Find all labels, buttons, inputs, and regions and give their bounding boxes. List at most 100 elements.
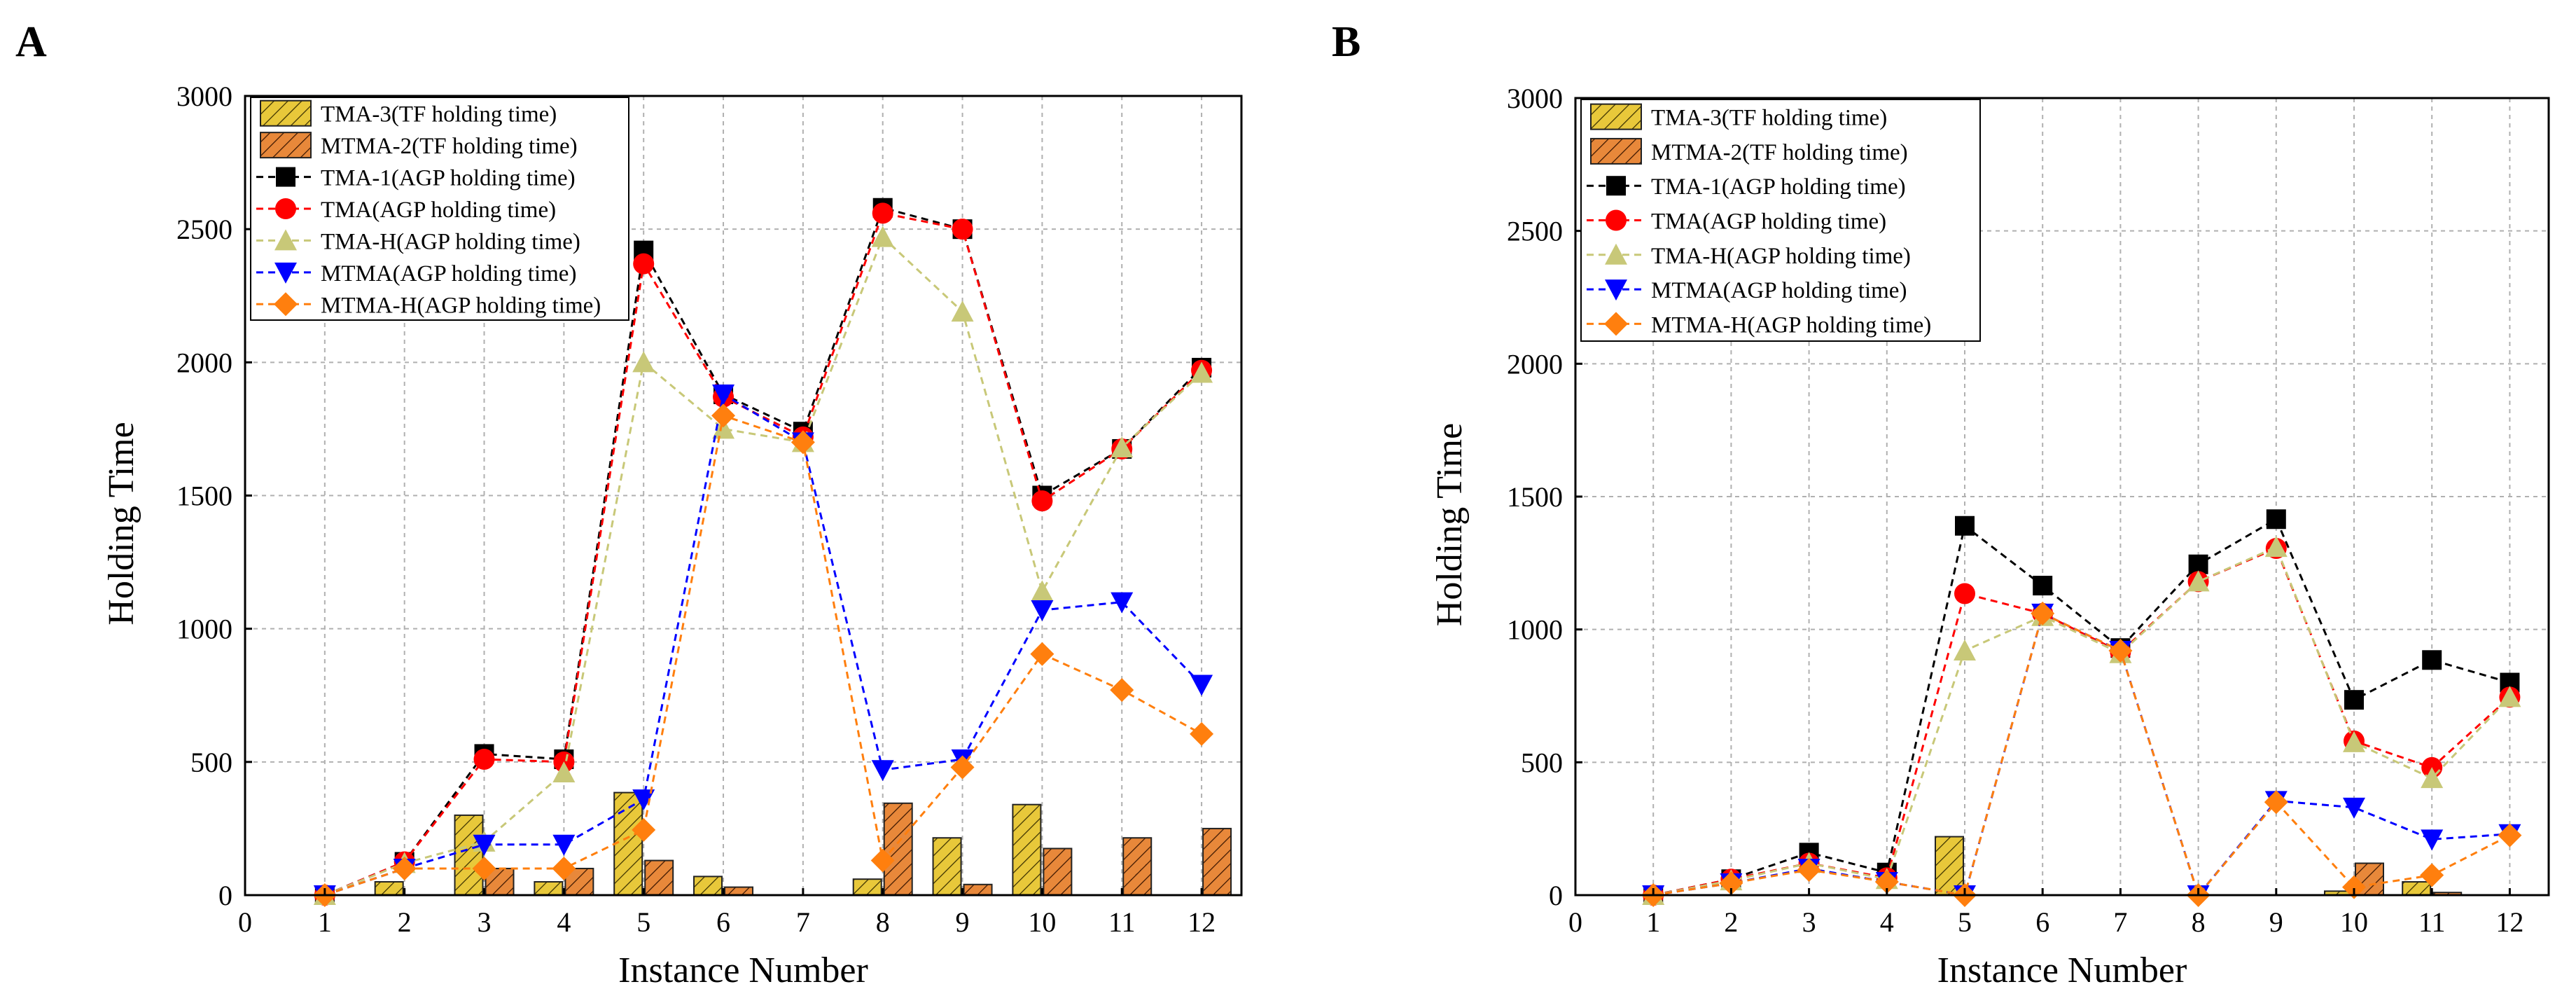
chart-panel-a: A0 1 2 3 4 5 6 7 8 9 10 11 1205001000150020002500300…: [15, 18, 1243, 990]
data-point-3: [1190, 675, 1213, 696]
legend-label: MTMA(AGP holding time): [1651, 278, 1907, 303]
x-tick-label: 9: [2269, 906, 2283, 938]
data-point-4: [2264, 790, 2288, 815]
x-tick-label: 0: [238, 906, 252, 938]
series-line-4: [324, 414, 1202, 897]
x-tick-label: 12: [1188, 906, 1216, 938]
data-point-3: [632, 789, 655, 811]
data-point-4: [392, 856, 417, 880]
data-point-4: [632, 817, 656, 842]
legend-marker: [1604, 312, 1628, 336]
legend-marker: [276, 167, 295, 187]
y-tick-label: 1500: [1507, 481, 1563, 513]
x-tick-label: 11: [2418, 906, 2446, 938]
legend-marker: [1605, 243, 1627, 265]
legend-label: MTMA-H(AGP holding time): [1651, 312, 1931, 338]
legend-swatch-bar: [1590, 137, 1642, 165]
data-point-0: [2422, 650, 2442, 670]
series-line-0: [324, 206, 1203, 897]
data-point-2: [2498, 686, 2521, 707]
x-tick-label: 5: [1958, 906, 1972, 938]
y-tick-label: 3000: [1507, 83, 1563, 114]
y-tick-label: 2000: [1507, 348, 1563, 380]
bar-tma3: [534, 880, 564, 896]
legend-swatch-bar: [260, 99, 312, 127]
y-tick-label: 1500: [176, 480, 232, 512]
data-point-3: [712, 384, 735, 406]
y-axis-label: Holding Time: [1430, 423, 1470, 626]
data-point-2: [2264, 536, 2288, 558]
bar-mtma2: [1122, 837, 1153, 897]
y-axis-label: Holding Time: [102, 422, 141, 625]
data-point-4: [1030, 642, 1054, 666]
x-tick-label: 4: [1880, 906, 1894, 938]
panel-label: B: [1332, 18, 1360, 66]
data-point-1: [1954, 583, 1975, 604]
data-point-0: [2033, 576, 2053, 596]
data-point-2: [2421, 767, 2444, 789]
x-tick-label: 4: [557, 906, 571, 938]
bar-tma3: [1012, 803, 1042, 896]
legend: TMA-3(TF holding time) MTMA-2(TF holding …: [250, 97, 629, 321]
legend-label: MTMA-2(TF holding time): [321, 134, 578, 159]
x-tick-label: 6: [716, 906, 730, 938]
data-point-4: [2342, 875, 2366, 899]
legend-marker: [1606, 209, 1627, 231]
bar-tma3: [2402, 881, 2432, 896]
data-point-3: [552, 834, 576, 856]
data-point-2: [712, 417, 735, 439]
legend-label: TMA-1(AGP holding time): [1651, 174, 1906, 200]
x-tick-label: 11: [1108, 906, 1136, 938]
data-point-4: [2498, 823, 2522, 848]
data-point-2: [1954, 639, 1976, 661]
x-tick-label: 7: [796, 906, 810, 938]
bar-mtma2: [644, 859, 674, 896]
legend-marker: [1605, 279, 1627, 301]
bar-mtma2: [883, 802, 913, 897]
data-point-3: [871, 760, 894, 782]
legend-box: [1580, 99, 1981, 342]
data-point-4: [1719, 871, 1743, 895]
legend-marker: [274, 292, 298, 317]
data-point-4: [2420, 863, 2444, 887]
data-point-3: [2343, 797, 2365, 819]
legend-label: TMA-3(TF holding time): [1651, 106, 1887, 131]
legend-label: TMA(AGP holding time): [1651, 209, 1886, 235]
y-tick-label: 2500: [1507, 216, 1563, 247]
legend-box: [250, 97, 629, 321]
data-point-3: [2421, 829, 2444, 851]
chart-panel-b: B0 1 2 3 4 5 6 7 8 9 10 11 1205001000150020002500300…: [1332, 18, 2550, 990]
y-tick-label: 2500: [176, 214, 232, 245]
data-point-2: [552, 761, 576, 783]
bar-tma3: [374, 880, 404, 896]
x-tick-label: 1: [318, 906, 332, 938]
data-point-3: [473, 834, 496, 856]
data-point-0: [2266, 509, 2286, 530]
bar-mtma2: [1043, 848, 1073, 896]
data-point-4: [1874, 870, 1899, 894]
data-point-2: [871, 226, 894, 247]
series-line-1: [1652, 546, 2511, 897]
bar-tma3: [454, 814, 484, 897]
y-tick-label: 500: [1521, 747, 1563, 778]
panel-label: A: [15, 18, 47, 66]
legend-marker: [274, 229, 297, 251]
y-tick-label: 2000: [176, 347, 232, 378]
legend-label: TMA(AGP holding time): [321, 198, 556, 223]
y-tick-label: 1000: [176, 614, 232, 645]
series-line-3: [1652, 611, 2510, 898]
bar-tma3: [932, 837, 962, 897]
series-line-2: [324, 235, 1203, 897]
x-tick-label: 2: [1724, 906, 1738, 938]
x-tick-label: 10: [2340, 906, 2368, 938]
x-tick-label: 7: [2113, 906, 2127, 938]
bar-mtma2: [1202, 827, 1232, 896]
x-tick-label: 3: [478, 906, 492, 938]
x-tick-label: 8: [2192, 906, 2206, 938]
series-line-2: [1652, 546, 2511, 897]
data-point-1: [1031, 490, 1053, 512]
x-tick-label: 5: [636, 906, 650, 938]
legend-swatch-bar: [1590, 103, 1642, 130]
data-point-4: [711, 403, 736, 428]
